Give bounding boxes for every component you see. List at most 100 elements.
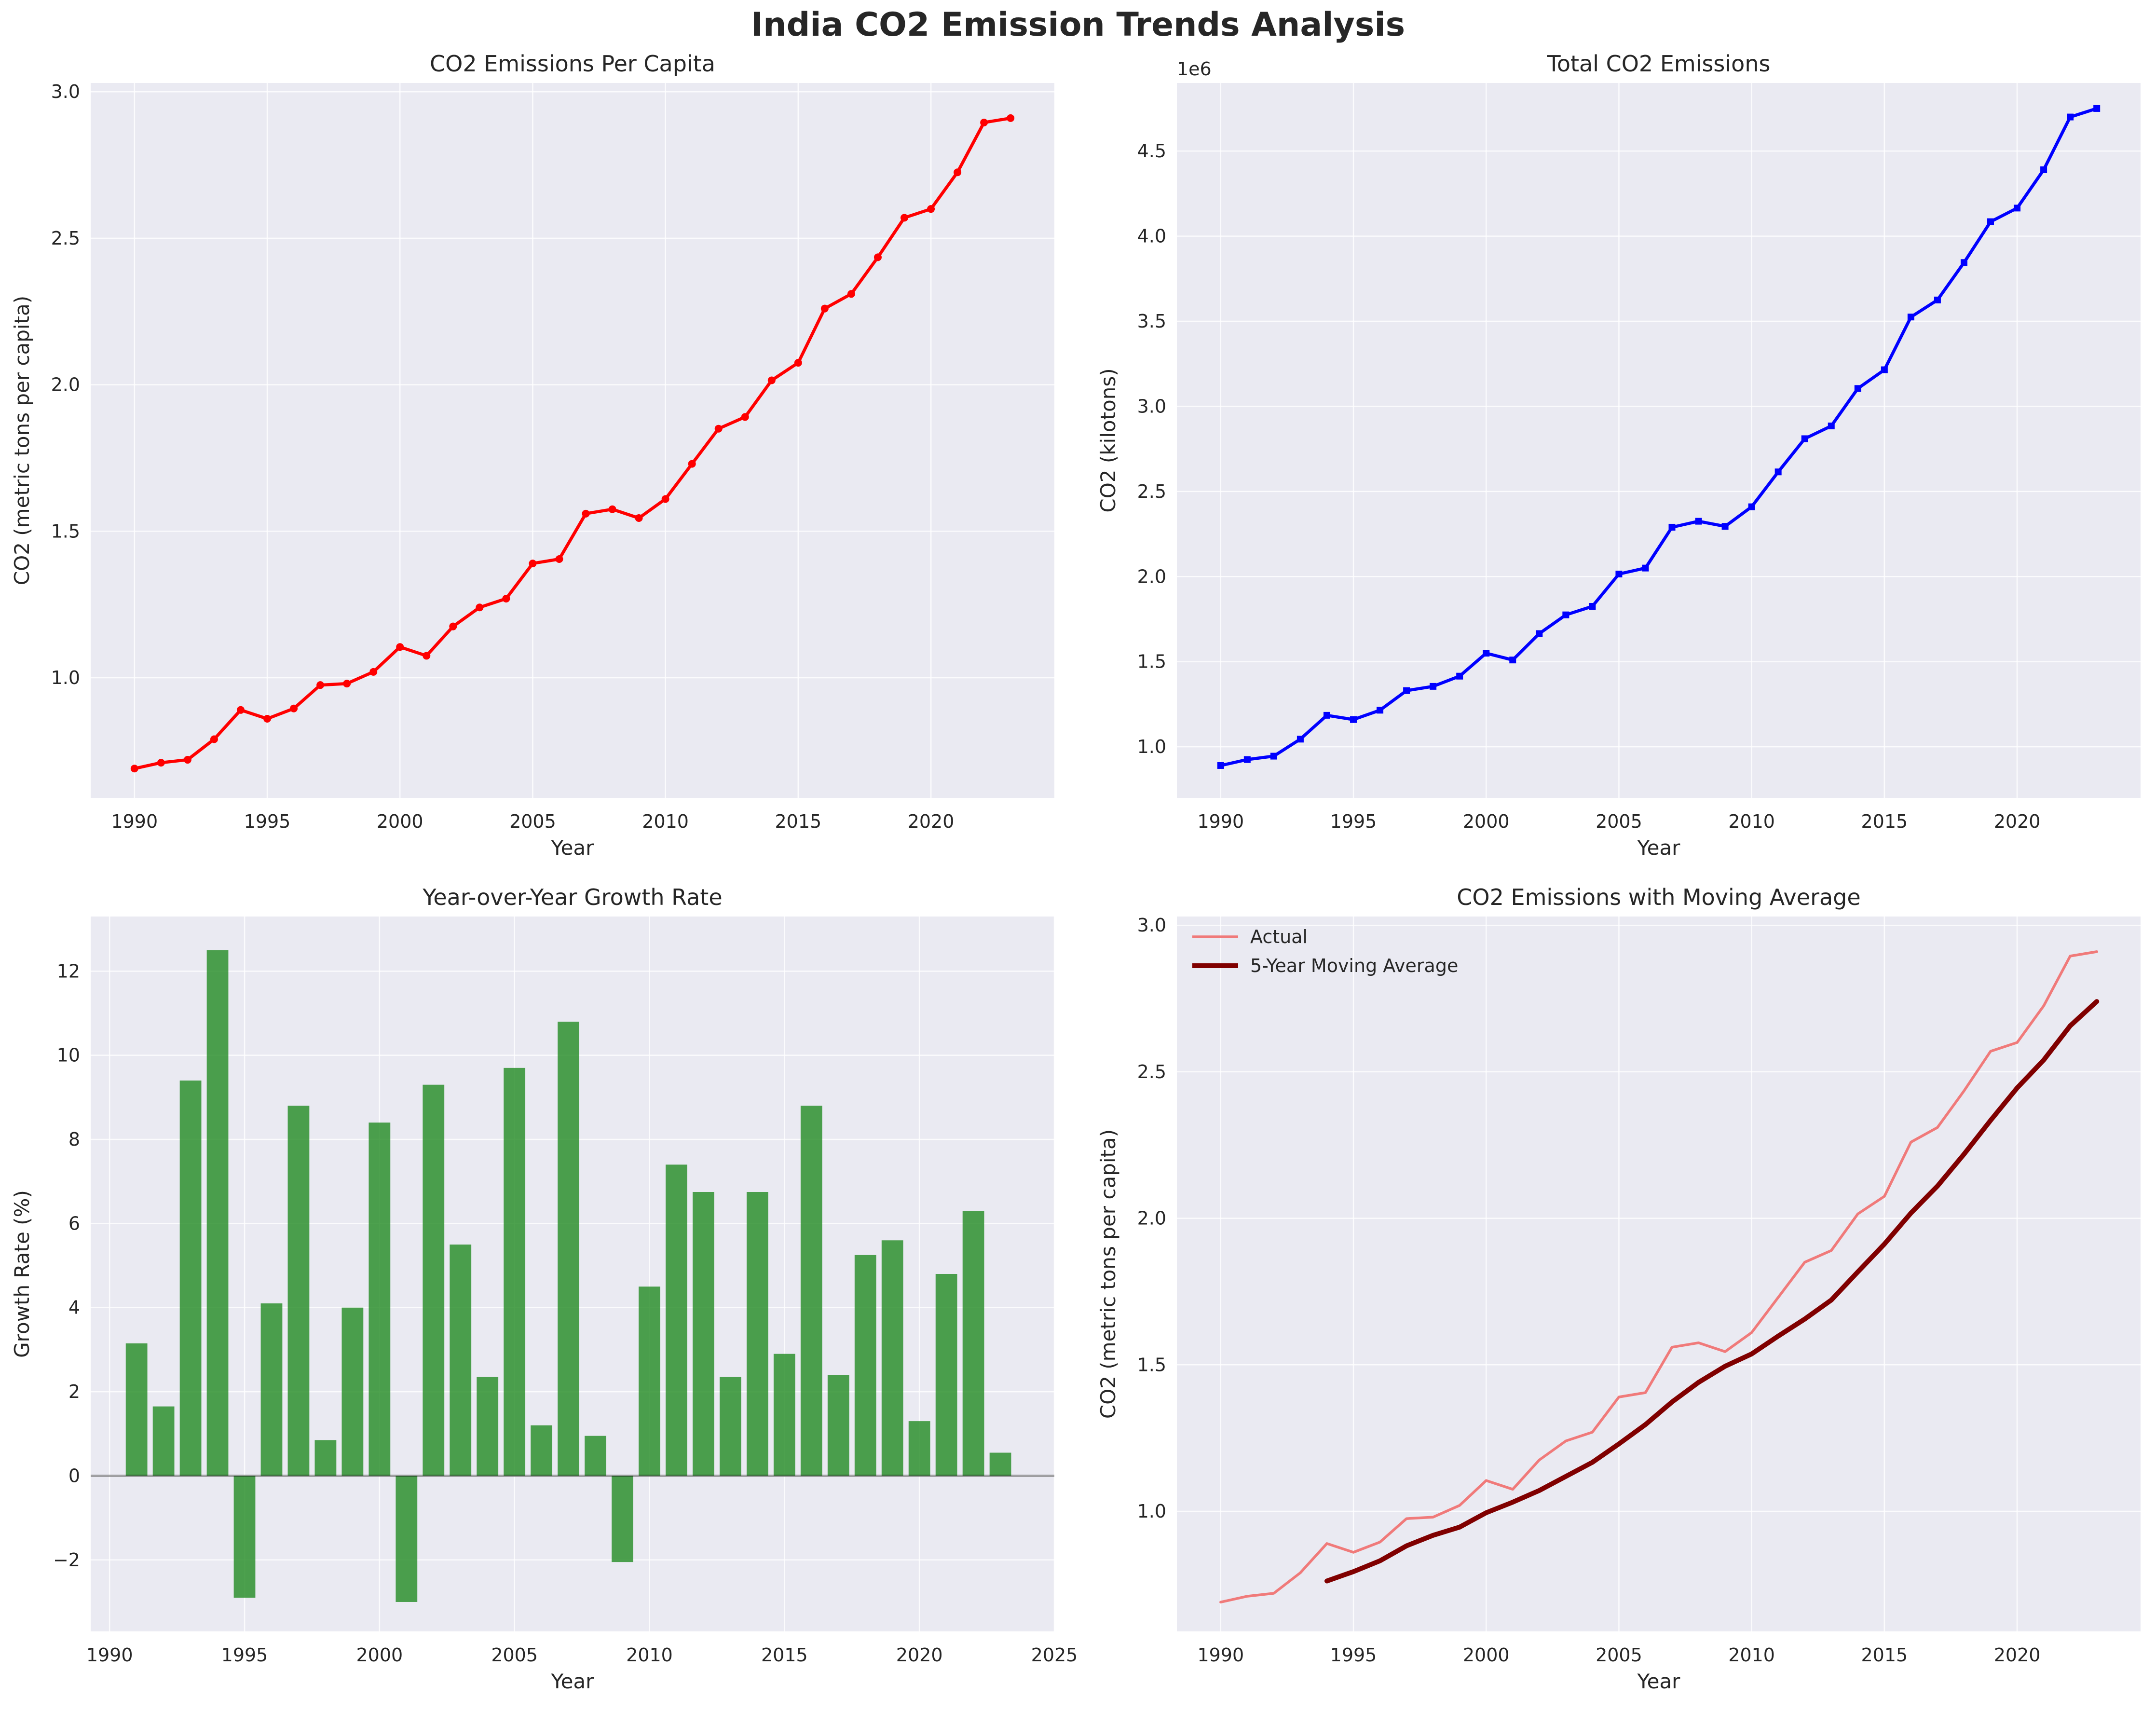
chart-panel-per_capita: 1990 1995 2000 2005 2010 2015 2020 1.0 1.5 2.0 2.5…: [10, 51, 1054, 860]
legend-label: Actual: [1250, 926, 1308, 947]
growth-bar: [612, 1476, 633, 1562]
x-tick-label: 2010: [1728, 1644, 1775, 1666]
data-point: [369, 668, 378, 676]
plot-area: [91, 83, 1054, 798]
data-point: [954, 168, 962, 177]
data-point: [1483, 650, 1490, 657]
y-axis-label: Growth Rate (%): [10, 1190, 34, 1358]
growth-bar: [125, 1343, 148, 1476]
data-point: [210, 735, 218, 743]
growth-bar: [477, 1377, 499, 1476]
x-tick-label: 1995: [244, 811, 291, 832]
data-point: [476, 603, 484, 612]
data-point: [873, 253, 882, 261]
y-tick-label: 4.5: [1137, 140, 1166, 162]
data-point: [661, 495, 669, 503]
y-tick-label: 1.0: [1137, 736, 1166, 757]
y-tick-label: 6: [68, 1213, 80, 1234]
x-tick-label: 1990: [111, 811, 158, 832]
data-point: [1748, 503, 1755, 510]
data-point: [1668, 523, 1676, 531]
y-tick-label: 2.0: [51, 374, 80, 396]
x-tick-label: 2015: [1861, 1644, 1908, 1666]
growth-bar: [881, 1240, 903, 1476]
chart-panel-total: 1990 1995 2000 2005 2010 2015 2020 1.0 1.5 2.0 2.5…: [1096, 51, 2141, 860]
plot-area: [1177, 917, 2141, 1631]
growth-bar: [693, 1192, 714, 1476]
x-tick-label: 1990: [1197, 1644, 1244, 1666]
legend-label: 5-Year Moving Average: [1250, 955, 1458, 976]
data-point: [820, 304, 829, 313]
figure-title: India CO2 Emission Trends Analysis: [751, 6, 1405, 44]
y-tick-label: 2.0: [1137, 566, 1166, 587]
x-tick-label: 2010: [642, 811, 689, 832]
series-line-per_capita: [133, 116, 1012, 770]
x-tick-label: 2020: [908, 811, 955, 832]
growth-bar: [639, 1287, 660, 1476]
x-tick-label: 2000: [1463, 811, 1510, 832]
x-tick-label: 2005: [1596, 1644, 1642, 1666]
y-axis-label: CO2 (metric tons per capita): [10, 296, 34, 585]
x-tick-label: 2010: [1728, 811, 1775, 832]
growth-bar: [287, 1106, 310, 1476]
x-tick-label: 1990: [1197, 811, 1244, 832]
data-point: [1296, 736, 1304, 743]
x-axis-label: Year: [551, 836, 595, 860]
growth-bar: [206, 950, 229, 1476]
data-point: [1243, 756, 1251, 763]
data-point: [2093, 105, 2101, 112]
data-point: [290, 704, 298, 712]
x-tick-label: 2020: [896, 1644, 943, 1666]
y-tick-label: 3.0: [1137, 915, 1166, 936]
data-point: [2014, 205, 2021, 212]
y-offset-label: 1e6: [1177, 58, 1212, 80]
data-point: [1270, 753, 1277, 760]
data-point: [183, 756, 191, 764]
y-axis-label: CO2 (metric tons per capita): [1096, 1129, 1120, 1419]
y-tick-label: 1.5: [1137, 651, 1166, 672]
data-point: [1721, 523, 1729, 530]
y-tick-label: 1.5: [1137, 1354, 1166, 1375]
y-tick-label: 3.0: [51, 81, 80, 102]
growth-bar: [396, 1476, 418, 1602]
data-point: [1854, 385, 1861, 392]
data-point: [927, 205, 935, 213]
data-point: [396, 643, 404, 651]
data-point: [1615, 570, 1623, 577]
x-tick-label: 2020: [1994, 811, 2041, 832]
y-tick-label: −2: [53, 1549, 80, 1571]
data-point: [1323, 712, 1330, 719]
data-point: [714, 424, 723, 433]
chart-title: Total CO2 Emissions: [1547, 51, 1771, 77]
y-tick-label: 3.0: [1137, 396, 1166, 417]
data-point: [980, 118, 988, 126]
y-tick-label: 1.5: [51, 520, 80, 542]
y-tick-label: 1.0: [1137, 1501, 1166, 1522]
data-point: [1589, 603, 1596, 610]
data-point: [1536, 630, 1543, 637]
growth-bar: [260, 1303, 283, 1476]
x-tick-label: 1990: [86, 1644, 133, 1666]
data-point: [1430, 683, 1437, 690]
data-point: [901, 214, 909, 222]
data-point: [1934, 296, 1941, 303]
x-tick-label: 2015: [1861, 811, 1908, 832]
x-tick-label: 2020: [1994, 1644, 2041, 1666]
chart-title: Year-over-Year Growth Rate: [422, 884, 722, 910]
growth-bar: [368, 1122, 391, 1476]
chart-panel-moving_average: 1990 1995 2000 2005 2010 2015 2020 1.0 1.5 2.0 2.5…: [1096, 884, 2141, 1693]
x-axis-label: Year: [1637, 1670, 1681, 1693]
data-point: [1562, 611, 1569, 618]
y-axis-label: CO2 (kilotons): [1096, 368, 1120, 512]
data-point: [423, 652, 431, 660]
data-point: [529, 560, 537, 568]
data-point: [555, 555, 563, 563]
growth-bar: [720, 1377, 741, 1476]
growth-bar: [773, 1354, 795, 1476]
growth-bar: [989, 1452, 1011, 1476]
y-tick-label: 0: [68, 1465, 80, 1486]
data-point: [1881, 366, 1888, 373]
y-tick-label: 3.5: [1137, 311, 1166, 332]
data-point: [1695, 518, 1702, 525]
